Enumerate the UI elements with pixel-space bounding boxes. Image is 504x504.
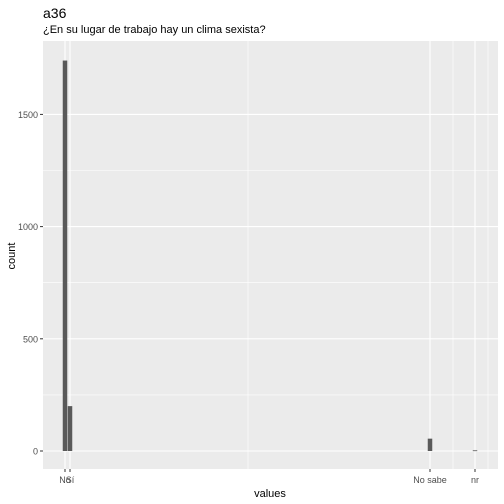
x-axis-title: values <box>254 488 286 500</box>
bar-no-sabe <box>427 438 433 451</box>
bar-no <box>62 60 68 451</box>
y-tick-label: 1000 <box>18 222 38 232</box>
y-axis-title: count <box>6 243 18 270</box>
y-tick-label: 500 <box>23 334 38 344</box>
x-tick-label: Sí <box>66 475 75 485</box>
chart-subtitle: ¿En su lugar de trabajo hay un clima sex… <box>43 24 266 36</box>
bar-sí <box>67 406 73 451</box>
y-tick-label: 1500 <box>18 110 38 120</box>
y-tick-label: 0 <box>33 447 38 457</box>
chart-title: a36 <box>43 5 67 21</box>
x-tick-label: No <box>59 475 71 485</box>
plot-panel <box>43 41 498 469</box>
bars <box>62 60 478 452</box>
x-tick-label: nr <box>471 475 479 485</box>
x-tick-label: No sabe <box>413 475 447 485</box>
bar-nr <box>472 450 478 452</box>
